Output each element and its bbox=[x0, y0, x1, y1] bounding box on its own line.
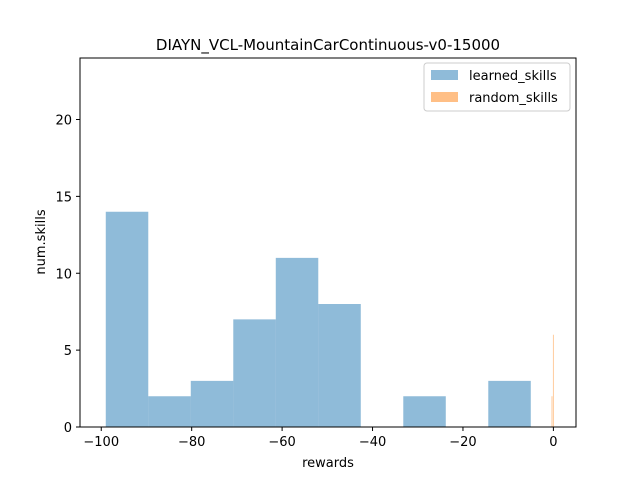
y-tick-label: 20 bbox=[55, 114, 72, 129]
y-tick-label: 15 bbox=[55, 190, 72, 205]
y-axis-ticks: 0 5 10 15 20 bbox=[55, 114, 80, 436]
legend-swatch-random-skills bbox=[431, 92, 458, 102]
x-tick-label: −40 bbox=[359, 435, 386, 450]
y-tick-label: 5 bbox=[64, 344, 72, 359]
y-tick-label: 0 bbox=[64, 421, 72, 436]
x-tick-label: −20 bbox=[449, 435, 476, 450]
bar-learned-skills-9 bbox=[488, 380, 531, 427]
y-tick-label: 10 bbox=[55, 267, 72, 282]
legend-box bbox=[423, 62, 571, 112]
x-tick-label: −60 bbox=[268, 435, 295, 450]
x-axis-ticks: −100 −80 −60 −40 −20 0 bbox=[83, 427, 558, 450]
x-tick-label: −80 bbox=[178, 435, 205, 450]
plot-frame bbox=[79, 57, 577, 428]
x-tick-label: −100 bbox=[83, 435, 119, 450]
legend-swatch-learned-skills bbox=[431, 70, 458, 80]
legend-label-learned-skills: learned_skills bbox=[469, 69, 557, 84]
bar-learned-skills-1 bbox=[148, 396, 191, 427]
bar-learned-skills-3 bbox=[233, 319, 276, 427]
legend: learned_skills random_skills bbox=[423, 62, 571, 112]
bar-learned-skills-2 bbox=[190, 380, 234, 427]
bar-learned-skills-0 bbox=[105, 211, 149, 427]
bar-random-skills-0 bbox=[551, 396, 553, 427]
chart-title: DIAYN_VCL-MountainCarContinuous-v0-15000 bbox=[156, 36, 500, 55]
bar-learned-skills-5 bbox=[318, 304, 361, 427]
legend-label-random-skills: random_skills bbox=[469, 91, 558, 106]
x-tick-label: 0 bbox=[549, 435, 557, 450]
series-learned-skills bbox=[105, 211, 531, 427]
x-axis-label: rewards bbox=[302, 456, 354, 471]
bars-layer bbox=[105, 211, 554, 427]
bar-learned-skills-4 bbox=[275, 257, 319, 427]
bar-random-skills-3 bbox=[552, 334, 554, 427]
bar-learned-skills-7 bbox=[403, 396, 446, 427]
y-axis-label: num.skills bbox=[34, 209, 49, 274]
series-random-skills bbox=[551, 334, 554, 427]
